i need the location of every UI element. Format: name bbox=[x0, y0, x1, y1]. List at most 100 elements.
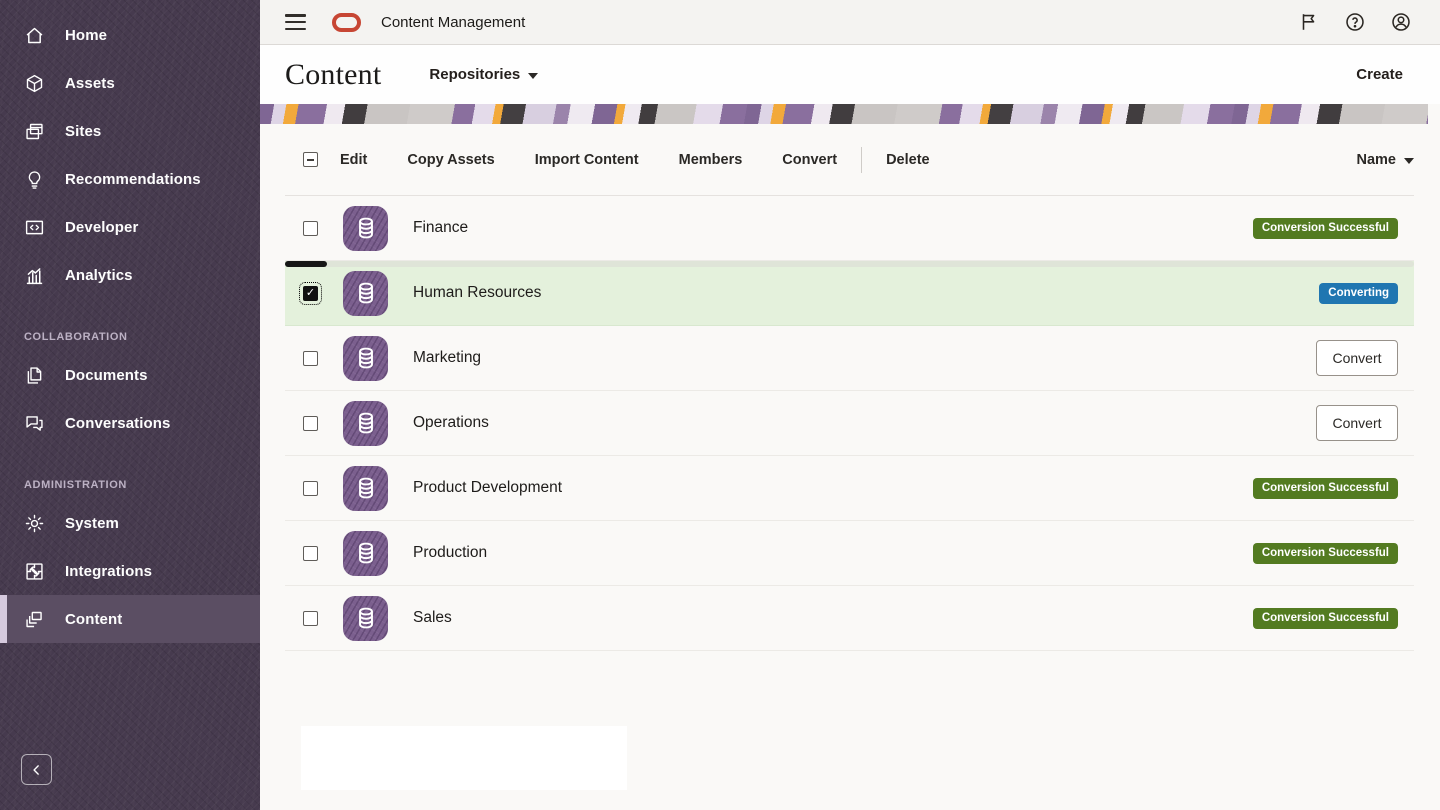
repo-row[interactable]: Operations Convert bbox=[285, 391, 1414, 456]
chevron-left-icon bbox=[30, 763, 44, 777]
repo-row[interactable]: Production Conversion Successful bbox=[285, 521, 1414, 586]
toolbar-action-convert[interactable]: Convert bbox=[782, 151, 838, 168]
sidebar-item-label: Home bbox=[65, 26, 108, 44]
repository-icon bbox=[343, 595, 388, 641]
status-badge: Conversion Successful bbox=[1252, 217, 1398, 239]
repo-row[interactable]: Finance Conversion Successful bbox=[285, 196, 1414, 261]
repo-name[interactable]: Production bbox=[413, 544, 488, 561]
page-header: Content Repositories Create bbox=[260, 45, 1440, 104]
scope-selector[interactable]: Repositories bbox=[429, 66, 539, 83]
empty-panel bbox=[301, 726, 627, 790]
sidebar-item-assets[interactable]: Assets bbox=[0, 59, 260, 107]
chevron-down-icon bbox=[528, 72, 539, 79]
repository-icon bbox=[343, 465, 388, 511]
repo-checkbox[interactable] bbox=[303, 415, 318, 431]
repo-name[interactable]: Operations bbox=[413, 414, 489, 431]
toolbar-action-import-content[interactable]: Import Content bbox=[534, 151, 639, 168]
sidebar-collapse-button[interactable] bbox=[21, 754, 52, 785]
page-title: Content bbox=[285, 57, 382, 91]
sidebar-nav: Home Assets Sites Recommendations Developer A… bbox=[0, 0, 260, 643]
sidebar-item-label: Documents bbox=[65, 366, 148, 384]
status-badge: Conversion Successful bbox=[1252, 477, 1398, 499]
sidebar-section-label: COLLABORATION bbox=[24, 331, 128, 343]
sidebar-item-label: Assets bbox=[65, 74, 115, 92]
sidebar-item-label: Sites bbox=[65, 122, 102, 140]
repo-name[interactable]: Sales bbox=[413, 609, 452, 626]
repository-icon bbox=[343, 270, 388, 316]
sidebar-section-label: ADMINISTRATION bbox=[24, 479, 127, 491]
repo-checkbox[interactable] bbox=[303, 610, 318, 626]
sites-icon bbox=[24, 121, 45, 142]
scope-label: Repositories bbox=[429, 66, 521, 83]
app-title: Content Management bbox=[381, 13, 526, 31]
repo-checkbox[interactable] bbox=[303, 545, 318, 561]
repo-row[interactable]: Product Development Conversion Successful bbox=[285, 456, 1414, 521]
toolbar-divider bbox=[861, 146, 863, 173]
sidebar-item-developer[interactable]: Developer bbox=[0, 203, 260, 251]
sidebar-item-documents[interactable]: Documents bbox=[0, 351, 260, 399]
status-badge: Conversion Successful bbox=[1252, 607, 1398, 629]
oracle-logo bbox=[332, 12, 361, 32]
flag-icon[interactable] bbox=[1298, 11, 1320, 33]
repo-row[interactable]: ✓ Human Resources Converting bbox=[285, 261, 1414, 326]
main-area: Content Management Content Repositories … bbox=[260, 0, 1440, 810]
sidebar-item-content[interactable]: Content bbox=[0, 595, 260, 643]
home-icon bbox=[24, 25, 45, 46]
recommendations-icon bbox=[24, 169, 45, 190]
sidebar-item-recommendations[interactable]: Recommendations bbox=[0, 155, 260, 203]
sidebar-item-conversations[interactable]: Conversations bbox=[0, 399, 260, 447]
help-icon[interactable] bbox=[1344, 11, 1366, 33]
toolbar-actions: Edit Copy Assets Import Content Members Conv… bbox=[340, 152, 837, 168]
toolbar-action-delete[interactable]: Delete bbox=[886, 151, 930, 168]
sidebar-item-label: Developer bbox=[65, 218, 139, 236]
repo-row[interactable]: Sales Conversion Successful bbox=[285, 586, 1414, 651]
repo-checkbox[interactable] bbox=[303, 480, 318, 496]
create-button[interactable]: Create bbox=[1356, 66, 1403, 83]
repo-name[interactable]: Finance bbox=[413, 219, 469, 236]
sort-selector[interactable]: Name bbox=[1356, 151, 1414, 168]
repo-checkbox[interactable] bbox=[303, 350, 318, 366]
status-badge: Converting bbox=[1319, 282, 1398, 304]
toolbar-action-copy-assets[interactable]: Copy Assets bbox=[407, 151, 495, 168]
repository-icon bbox=[343, 205, 388, 251]
conversations-icon bbox=[24, 413, 45, 434]
sidebar-item-analytics[interactable]: Analytics bbox=[0, 251, 260, 299]
toolbar-action-members[interactable]: Members bbox=[678, 151, 743, 168]
chevron-down-icon bbox=[1404, 157, 1414, 164]
hamburger-menu-icon[interactable] bbox=[285, 14, 306, 30]
analytics-icon bbox=[24, 265, 45, 286]
convert-button[interactable]: Convert bbox=[1316, 340, 1398, 376]
sidebar-item-label: Integrations bbox=[65, 562, 153, 580]
repo-name[interactable]: Marketing bbox=[413, 349, 482, 366]
repo-row[interactable]: Marketing Convert bbox=[285, 326, 1414, 391]
conversion-progress-bar bbox=[285, 261, 1414, 267]
sidebar-item-label: Recommendations bbox=[65, 170, 201, 188]
conversion-progress-fill bbox=[285, 261, 327, 267]
sidebar-item-label: System bbox=[65, 514, 119, 532]
sidebar-item-sites[interactable]: Sites bbox=[0, 107, 260, 155]
sidebar-item-label: Content bbox=[65, 610, 123, 628]
account-icon[interactable] bbox=[1390, 11, 1412, 33]
convert-button[interactable]: Convert bbox=[1316, 405, 1398, 441]
top-header: Content Management bbox=[260, 0, 1440, 45]
repo-name[interactable]: Product Development bbox=[413, 479, 563, 496]
repo-name[interactable]: Human Resources bbox=[413, 284, 542, 301]
sidebar-item-home[interactable]: Home bbox=[0, 11, 260, 59]
sidebar: Home Assets Sites Recommendations Developer A… bbox=[0, 0, 260, 810]
status-badge: Conversion Successful bbox=[1252, 542, 1398, 564]
developer-icon bbox=[24, 217, 45, 238]
repository-icon bbox=[343, 530, 388, 576]
integrations-icon bbox=[24, 561, 45, 582]
documents-icon bbox=[24, 365, 45, 386]
sidebar-item-integrations[interactable]: Integrations bbox=[0, 547, 260, 595]
sort-label: Name bbox=[1356, 151, 1397, 168]
sidebar-item-system[interactable]: System bbox=[0, 499, 260, 547]
toolbar-action-edit[interactable]: Edit bbox=[340, 151, 368, 168]
system-icon bbox=[24, 513, 45, 534]
repository-icon bbox=[343, 400, 388, 446]
repo-checkbox[interactable]: ✓ bbox=[299, 281, 322, 305]
select-all-checkbox[interactable] bbox=[303, 152, 318, 167]
sidebar-item-label: Analytics bbox=[65, 266, 133, 284]
repo-checkbox[interactable] bbox=[303, 220, 318, 236]
repository-list: Finance Conversion Successful ✓ Human Resou… bbox=[285, 196, 1414, 651]
